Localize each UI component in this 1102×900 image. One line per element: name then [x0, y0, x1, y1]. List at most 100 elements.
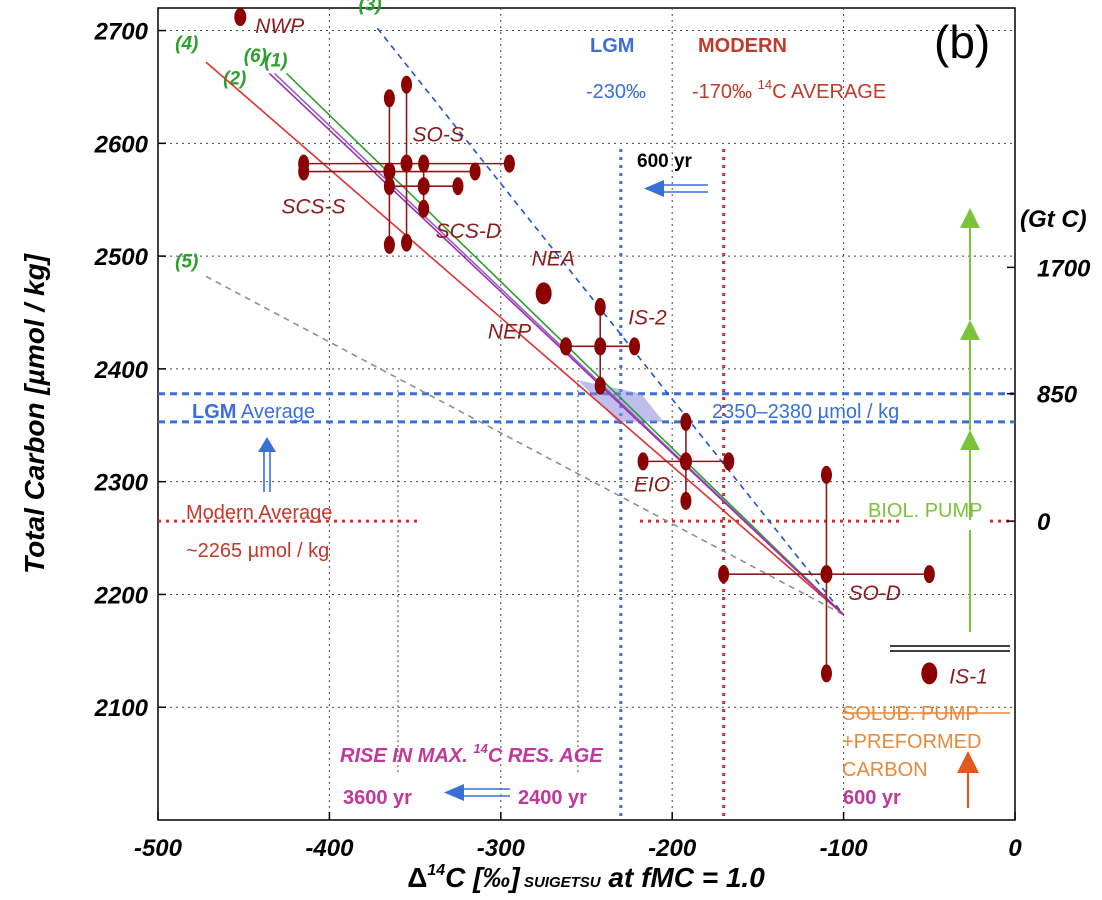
point-label-0: NWP: [255, 15, 304, 38]
data-point-0: NWP: [234, 8, 304, 38]
mixing-line-label-1: (2): [223, 69, 246, 90]
point-marker-7: [679, 452, 692, 471]
error-cap-right-3: [452, 177, 464, 196]
point-label-6: NEP: [488, 320, 531, 343]
point-label-4: NEA: [532, 247, 575, 270]
solub-line2: +PREFORMED: [842, 731, 981, 753]
x-axis-label-sup: 14: [427, 862, 445, 879]
point-label-2: SCS-S: [281, 196, 345, 219]
point-label-7: EIO: [634, 473, 670, 496]
error-cap-left-7: [637, 452, 649, 471]
point-marker-2: [383, 162, 396, 181]
data-point-9: IS-1: [921, 662, 988, 688]
point-marker-8: [820, 565, 833, 584]
lgm-top-label: LGM: [590, 35, 634, 57]
lgm-range-label: 2350–2380 µmol / kg: [712, 401, 899, 423]
solub-line1: SOLUB. PUMP: [842, 703, 979, 725]
point-marker-4: [535, 282, 552, 305]
mixing-line-label-3: (4): [175, 34, 198, 55]
x-tick-label-0: -500: [134, 835, 183, 862]
modern-value-sup: 14: [758, 77, 772, 92]
error-cap-right-1: [503, 154, 515, 173]
point-label-5: IS-2: [628, 306, 667, 329]
point-label-8: SO-D: [848, 582, 901, 605]
age-600: 600 yr: [843, 787, 901, 809]
mixing-line-label-0: (1): [264, 51, 287, 72]
error-cap-bottom-7: [680, 491, 692, 510]
error-cap-top-2: [383, 89, 395, 108]
rise-label: RISE IN MAX. 14C RES. AGE: [340, 741, 603, 767]
right-axis-title: (Gt C): [1020, 206, 1087, 233]
x-tick-label-1: -400: [305, 835, 354, 862]
y-tick-label-4: 2500: [94, 244, 149, 271]
point-marker-6: [559, 337, 572, 356]
mixing-line-label-2: (3): [359, 0, 382, 15]
panel-label: (b): [934, 16, 990, 68]
modern-average-label: Modern Average: [186, 502, 332, 524]
right-tick-label-1: 850: [1037, 382, 1078, 409]
y-axis-label: Total Carbon [µmol / kg]: [19, 252, 50, 574]
x-tick-label-3: -200: [648, 835, 697, 862]
x-axis-label-delta: Δ: [407, 862, 427, 893]
lgm-average-suffix: Average: [236, 401, 315, 423]
data-points: NWP SO-S SCS-S SCS-D NEA IS-2 NEP EIO SO-D IS-1: [234, 8, 988, 688]
lgm-up-arrow: [258, 437, 276, 492]
x-tick-label-4: -100: [820, 835, 869, 862]
arrow-600yr: [644, 180, 708, 197]
data-point-5: IS-2: [560, 297, 667, 395]
data-point-3: SCS-D: [383, 154, 501, 243]
data-point-7: EIO: [634, 412, 735, 510]
error-cap-bottom-5: [594, 376, 606, 395]
error-cap-left-2: [298, 162, 310, 181]
y-tick-label-6: 2700: [94, 19, 149, 46]
point-label-3: SCS-D: [436, 220, 501, 243]
age-arrow: [444, 784, 510, 801]
x-axis-label-end: at fMC = 1.0: [601, 862, 766, 893]
point-marker-0: [234, 8, 247, 27]
error-cap-right-8: [923, 565, 935, 584]
error-cap-top-8: [820, 465, 832, 484]
y-tick-label-5: 2600: [94, 131, 149, 158]
error-cap-right-7: [723, 452, 735, 471]
data-point-8: SO-D: [718, 465, 935, 683]
data-point-4: NEA: [532, 247, 575, 305]
mixing-line-2: [376, 27, 845, 616]
point-marker-5: [594, 337, 607, 356]
y-tick-label-0: 2100: [94, 695, 149, 722]
error-cap-top-1: [401, 75, 413, 94]
x-axis-label-sub: SUIGETSU: [520, 874, 602, 891]
grid: [158, 8, 1015, 820]
point-label-1: SO-S: [413, 124, 464, 147]
error-cap-bottom-2: [383, 235, 395, 254]
solub-line3: CARBON: [842, 759, 928, 781]
right-tick-label-2: 1700: [1037, 255, 1091, 282]
error-cap-top-7: [680, 412, 692, 431]
mixing-line-3: [205, 61, 845, 616]
data-point-6: NEP: [488, 320, 572, 356]
error-cap-right-2: [469, 162, 481, 181]
lgm-value-label: -230‰: [586, 81, 646, 103]
lgm-intersection-wedge: [577, 380, 664, 422]
error-cap-top-5: [594, 297, 606, 316]
error-cap-bottom-1: [401, 233, 413, 252]
mixing-line-5: [268, 72, 845, 616]
data-point-2: SCS-S: [281, 89, 481, 254]
lgm-average-bold: LGM: [192, 401, 236, 423]
modern-value-suffix: C AVERAGE: [772, 81, 886, 103]
rise-label-suffix: C RES. AGE: [488, 745, 603, 767]
x-axis-label-mid: C [‰]: [445, 862, 521, 893]
error-cap-top-3: [418, 154, 430, 173]
mixing-line-label-5: (6): [244, 46, 267, 67]
y-tick-label-2: 2300: [94, 470, 149, 497]
x-tick-label-2: -300: [477, 835, 526, 862]
point-marker-1: [400, 154, 413, 173]
modern-value: -170‰: [692, 81, 752, 103]
error-cap-right-5: [628, 337, 640, 356]
modern-top-label: MODERN: [698, 35, 787, 57]
plot-area: [157, 7, 1016, 821]
modern-value-label: -170‰ 14C AVERAGE: [692, 77, 886, 103]
error-cap-bottom-8: [820, 664, 832, 683]
age-3600: 3600 yr: [343, 787, 412, 809]
y-tick-label-3: 2400: [94, 357, 149, 384]
